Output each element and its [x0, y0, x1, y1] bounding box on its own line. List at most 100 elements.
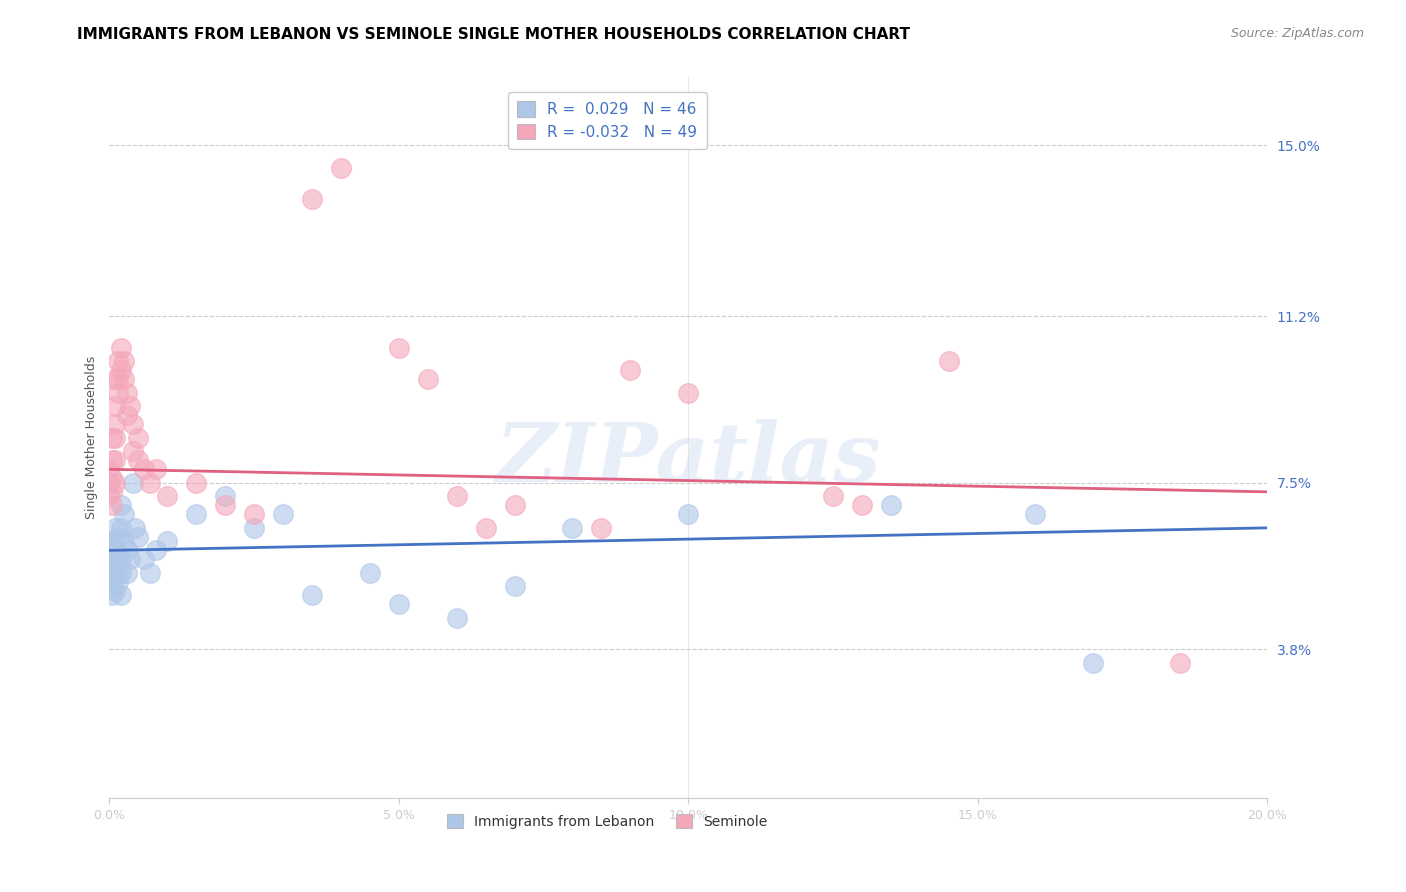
- Point: [388, 341, 411, 355]
- Point: [851, 499, 873, 513]
- Point: [101, 499, 124, 513]
- Point: [127, 431, 149, 445]
- Point: [134, 552, 156, 566]
- Point: [107, 561, 129, 575]
- Point: [503, 499, 526, 513]
- Point: [104, 475, 127, 490]
- Point: [115, 566, 138, 580]
- Point: [938, 354, 960, 368]
- Point: [104, 557, 127, 571]
- Point: [107, 574, 129, 589]
- Point: [139, 475, 162, 490]
- Point: [110, 499, 132, 513]
- Point: [107, 354, 129, 368]
- Point: [104, 431, 127, 445]
- Text: Source: ZipAtlas.com: Source: ZipAtlas.com: [1230, 27, 1364, 40]
- Point: [110, 566, 132, 580]
- Point: [156, 489, 179, 503]
- Point: [104, 570, 127, 584]
- Point: [821, 489, 844, 503]
- Point: [112, 372, 135, 386]
- Point: [134, 462, 156, 476]
- Point: [1168, 656, 1191, 670]
- Point: [446, 489, 468, 503]
- Point: [104, 453, 127, 467]
- Point: [115, 543, 138, 558]
- Point: [110, 341, 132, 355]
- Point: [359, 566, 381, 580]
- Point: [676, 508, 699, 522]
- Point: [214, 489, 236, 503]
- Point: [1024, 508, 1046, 522]
- Point: [104, 583, 127, 598]
- Text: ZIPatlas: ZIPatlas: [495, 419, 882, 500]
- Point: [118, 399, 141, 413]
- Y-axis label: Single Mother Households: Single Mother Households: [86, 356, 98, 519]
- Point: [214, 499, 236, 513]
- Point: [121, 444, 143, 458]
- Point: [301, 589, 323, 603]
- Legend: Immigrants from Lebanon, Seminole: Immigrants from Lebanon, Seminole: [441, 808, 773, 834]
- Point: [619, 363, 641, 377]
- Point: [127, 530, 149, 544]
- Point: [115, 409, 138, 423]
- Point: [124, 521, 146, 535]
- Point: [243, 521, 266, 535]
- Point: [145, 543, 167, 558]
- Point: [446, 611, 468, 625]
- Point: [107, 548, 129, 562]
- Point: [104, 399, 127, 413]
- Point: [1083, 656, 1105, 670]
- Point: [186, 475, 208, 490]
- Point: [329, 161, 352, 175]
- Point: [98, 539, 121, 553]
- Point: [503, 579, 526, 593]
- Text: IMMIGRANTS FROM LEBANON VS SEMINOLE SINGLE MOTHER HOUSEHOLDS CORRELATION CHART: IMMIGRANTS FROM LEBANON VS SEMINOLE SING…: [77, 27, 910, 42]
- Point: [118, 552, 141, 566]
- Point: [101, 534, 124, 549]
- Point: [107, 372, 129, 386]
- Point: [271, 508, 294, 522]
- Point: [115, 385, 138, 400]
- Point: [110, 552, 132, 566]
- Point: [474, 521, 496, 535]
- Point: [121, 475, 143, 490]
- Point: [101, 471, 124, 485]
- Point: [112, 534, 135, 549]
- Point: [107, 385, 129, 400]
- Point: [98, 475, 121, 490]
- Point: [186, 508, 208, 522]
- Point: [243, 508, 266, 522]
- Point: [388, 598, 411, 612]
- Point: [104, 543, 127, 558]
- Point: [156, 534, 179, 549]
- Point: [127, 453, 149, 467]
- Point: [101, 453, 124, 467]
- Point: [110, 521, 132, 535]
- Point: [98, 462, 121, 476]
- Point: [561, 521, 583, 535]
- Point: [145, 462, 167, 476]
- Point: [101, 484, 124, 499]
- Point: [112, 354, 135, 368]
- Point: [104, 521, 127, 535]
- Point: [98, 552, 121, 566]
- Point: [121, 417, 143, 432]
- Point: [301, 192, 323, 206]
- Point: [101, 566, 124, 580]
- Point: [416, 372, 439, 386]
- Point: [107, 530, 129, 544]
- Point: [139, 566, 162, 580]
- Point: [591, 521, 613, 535]
- Point: [676, 385, 699, 400]
- Point: [101, 589, 124, 603]
- Point: [98, 489, 121, 503]
- Point: [880, 499, 903, 513]
- Point: [101, 431, 124, 445]
- Point: [101, 579, 124, 593]
- Point: [104, 417, 127, 432]
- Point: [110, 589, 132, 603]
- Point: [112, 508, 135, 522]
- Point: [104, 372, 127, 386]
- Point: [110, 363, 132, 377]
